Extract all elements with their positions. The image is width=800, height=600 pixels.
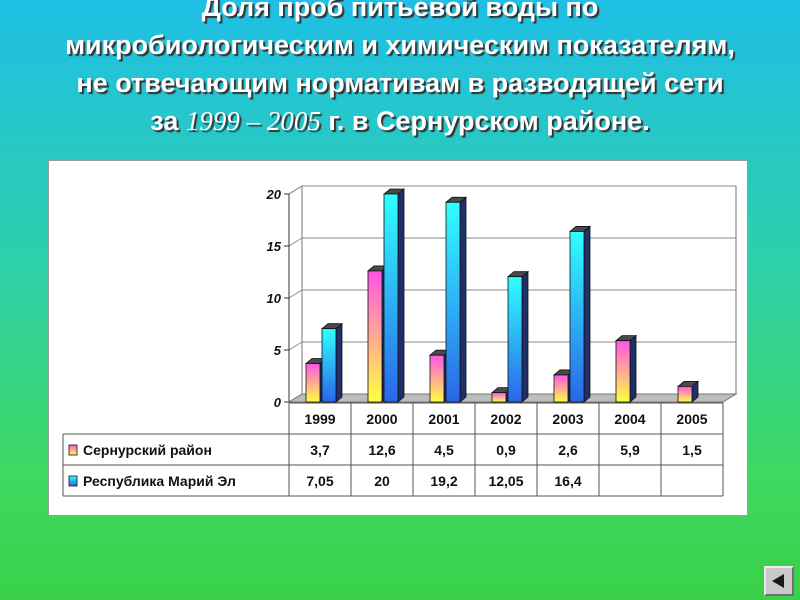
- data-table: [62, 402, 724, 497]
- data-label: 1,5: [682, 442, 702, 458]
- bar-series2: [568, 225, 592, 403]
- data-label: 5,9: [620, 442, 640, 458]
- gridline: [288, 289, 736, 299]
- data-label: 4,5: [434, 442, 454, 458]
- y-tick-label: 15: [267, 239, 282, 254]
- data-label: 16,4: [554, 473, 581, 489]
- bar-series1: [676, 380, 700, 403]
- gridline: [288, 341, 736, 351]
- data-label: 12,6: [368, 442, 395, 458]
- x-tick-label: 2002: [490, 411, 521, 427]
- legend-label: Сернурский район: [83, 442, 212, 458]
- data-label: 7,05: [306, 473, 333, 489]
- data-label: 12,05: [488, 473, 523, 489]
- x-tick-label: 1999: [304, 411, 335, 427]
- x-tick-label: 2001: [428, 411, 459, 427]
- x-tick-label: 2003: [552, 411, 583, 427]
- y-tick-label: 10: [267, 291, 282, 306]
- chart-panel: 0 5 10 15 20 1999 2000 2001 2002 2003 2004 2005 Серн…: [48, 160, 748, 516]
- data-label: 0,9: [496, 442, 516, 458]
- x-tick-label: 2005: [676, 411, 707, 427]
- bar-chart: 0 5 10 15 20 1999 2000 2001 2002 2003 2004 2005 Серн…: [62, 185, 738, 497]
- bar-series2: [506, 270, 530, 403]
- data-label: 19,2: [430, 473, 457, 489]
- y-tick-label: 20: [266, 187, 282, 202]
- gridline: [288, 185, 736, 195]
- legend-swatch: [68, 444, 78, 456]
- y-tick-label: 5: [274, 343, 282, 358]
- y-tick-label: 0: [274, 395, 282, 410]
- bar-series2: [320, 322, 344, 403]
- back-arrow-icon: [772, 574, 784, 588]
- data-label: 2,6: [558, 442, 578, 458]
- slide-title: Доля проб питьевой воды по микробиологич…: [60, 0, 740, 140]
- bar-series1: [614, 334, 638, 403]
- data-label: 3,7: [310, 442, 330, 458]
- x-tick-label: 2004: [614, 411, 645, 427]
- x-tick-label: 2000: [366, 411, 397, 427]
- bar-series2: [382, 188, 406, 403]
- legend-label: Республика Марий Эл: [83, 473, 236, 489]
- data-label: 20: [374, 473, 390, 489]
- title-text-2: г. в Сернурском районе.: [320, 106, 650, 136]
- bar-series2: [444, 196, 468, 403]
- legend-swatch: [68, 475, 78, 487]
- title-text-1: Доля проб питьевой воды по микробиологич…: [65, 0, 735, 136]
- back-button[interactable]: [764, 566, 794, 596]
- title-years: 1999 – 2005: [185, 106, 321, 136]
- gridline: [288, 237, 736, 247]
